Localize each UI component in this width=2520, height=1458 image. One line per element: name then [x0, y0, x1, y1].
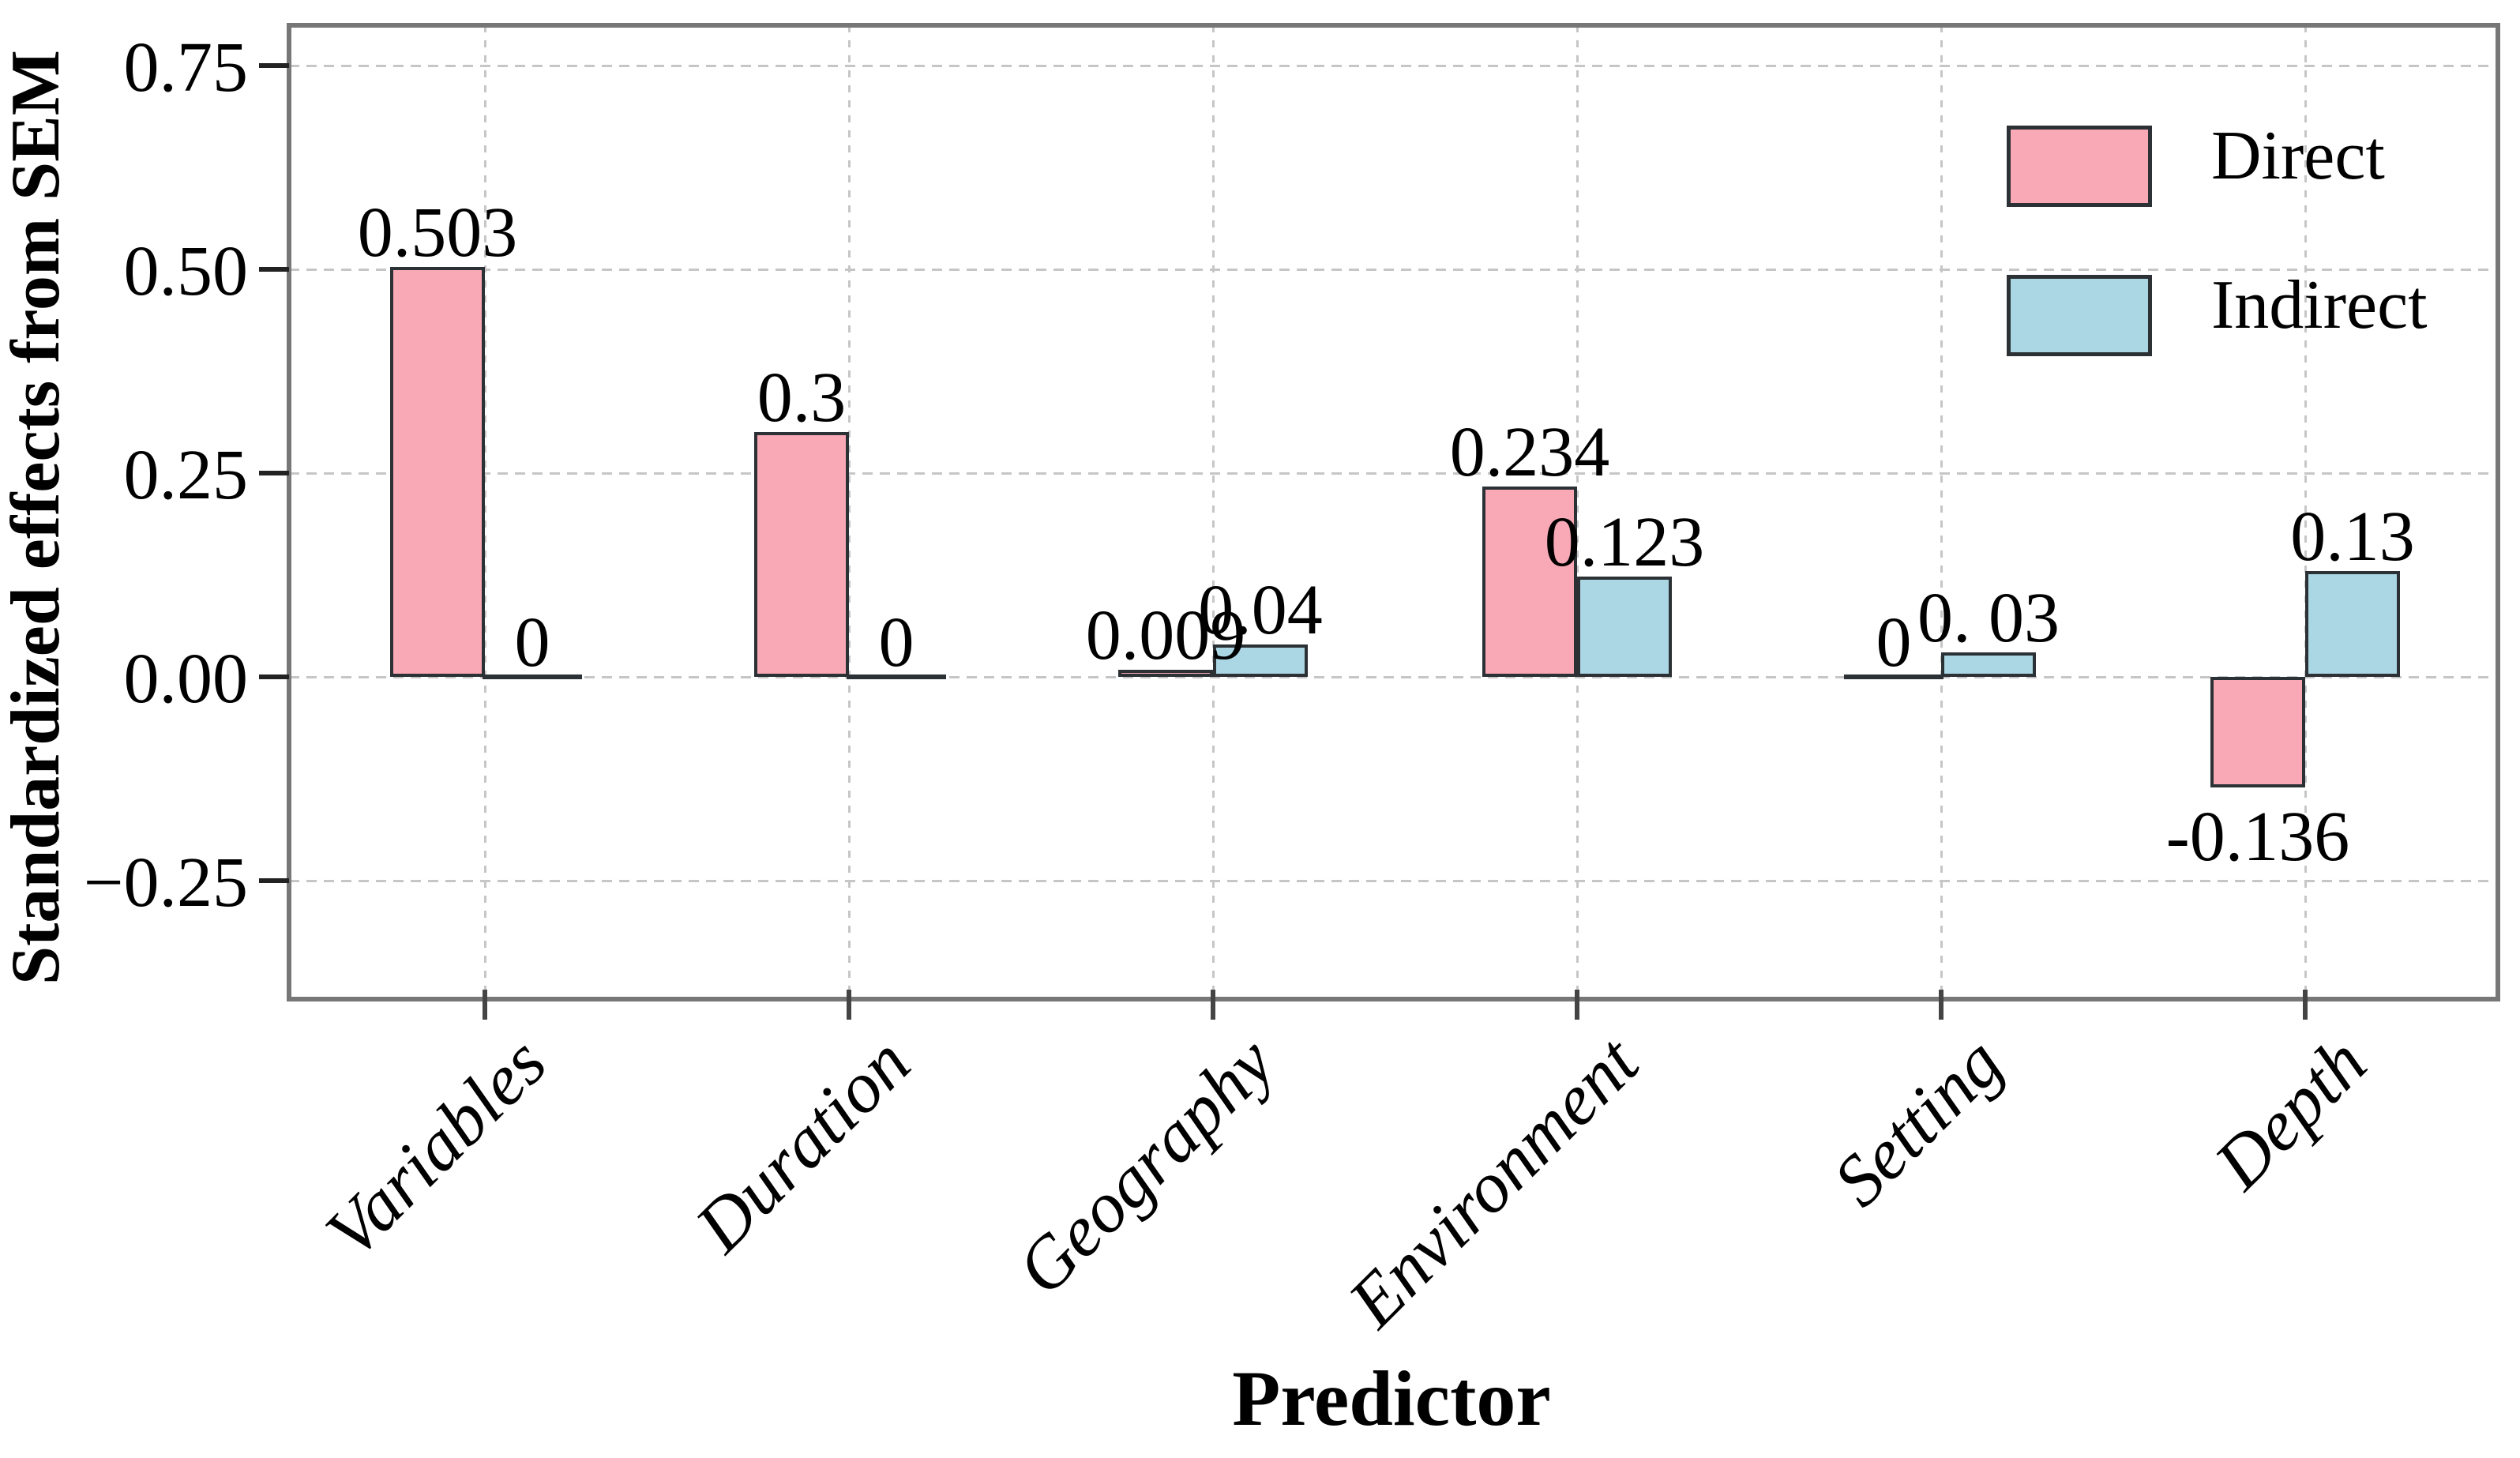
y-tick-mark [259, 878, 289, 883]
value-label-indirect-environment: 0.123 [1544, 503, 1705, 581]
bar-direct-duration [754, 432, 849, 677]
y-axis-title: Standardized effects from SEM [0, 50, 74, 985]
x-tick-mark [847, 990, 851, 1020]
legend-swatch-direct [2007, 126, 2152, 207]
x-tick-label-variables: Variables [310, 1021, 561, 1273]
value-label-direct-duration: 0.3 [757, 359, 847, 437]
bar-direct-geography [1118, 670, 1213, 677]
y-tick-mark [259, 471, 289, 475]
bar-indirect-variables [483, 675, 582, 679]
bar-indirect-depth [2305, 571, 2400, 677]
value-label-indirect-depth: 0.13 [2290, 498, 2415, 576]
y-tick-label: 0.25 [123, 436, 249, 514]
x-gridline [484, 25, 486, 990]
bar-direct-depth [2210, 677, 2305, 787]
x-tick-mark [1939, 990, 1944, 1020]
y-tick-mark [259, 267, 289, 272]
bar-indirect-duration [847, 675, 946, 679]
value-label-direct-environment: 0.234 [1449, 413, 1610, 491]
x-tick-mark [1211, 990, 1215, 1020]
y-tick-label: −0.25 [83, 844, 248, 922]
x-tick-mark [2303, 990, 2308, 1020]
x-tick-mark [483, 990, 487, 1020]
value-label-direct-geography: 0.009 [1085, 596, 1246, 675]
y-tick-label: 0.50 [123, 232, 249, 310]
y-gridline [289, 472, 2488, 475]
value-label-indirect-geography: 0.04 [1198, 571, 1323, 649]
bar-direct-variables [390, 267, 485, 677]
y-gridline [289, 880, 2488, 882]
x-gridline [1576, 25, 1579, 990]
value-label-indirect-setting: 0. 03 [1917, 579, 2060, 657]
y-tick-mark [259, 63, 289, 68]
legend-label-indirect: Indirect [2211, 267, 2428, 344]
x-gridline [2304, 25, 2307, 990]
x-gridline [1212, 25, 1215, 990]
value-label-direct-variables: 0.503 [357, 194, 518, 272]
bar-direct-environment [1482, 487, 1577, 677]
y-tick-mark [259, 675, 289, 679]
bar-indirect-geography [1213, 644, 1308, 677]
x-gridline [848, 25, 851, 990]
y-gridline [289, 676, 2488, 678]
y-gridline [289, 269, 2488, 271]
legend-label-direct: Direct [2211, 118, 2385, 194]
x-gridline [1940, 25, 1943, 990]
value-label-direct-depth: -0.136 [2165, 798, 2350, 876]
bar-direct-setting [1844, 675, 1944, 679]
bar-indirect-environment [1577, 577, 1672, 677]
value-label-direct-setting: 0 [1876, 603, 1912, 682]
y-tick-label: 0.75 [123, 28, 249, 107]
bar-indirect-setting [1941, 652, 2036, 677]
legend-swatch-indirect [2007, 275, 2152, 356]
value-label-indirect-variables: 0 [514, 603, 550, 682]
x-axis-title: Predictor [1232, 1355, 1551, 1442]
value-label-indirect-duration: 0 [878, 603, 914, 682]
y-gridline [289, 65, 2488, 67]
x-tick-mark [1575, 990, 1579, 1020]
y-tick-label: 0.00 [123, 640, 249, 718]
